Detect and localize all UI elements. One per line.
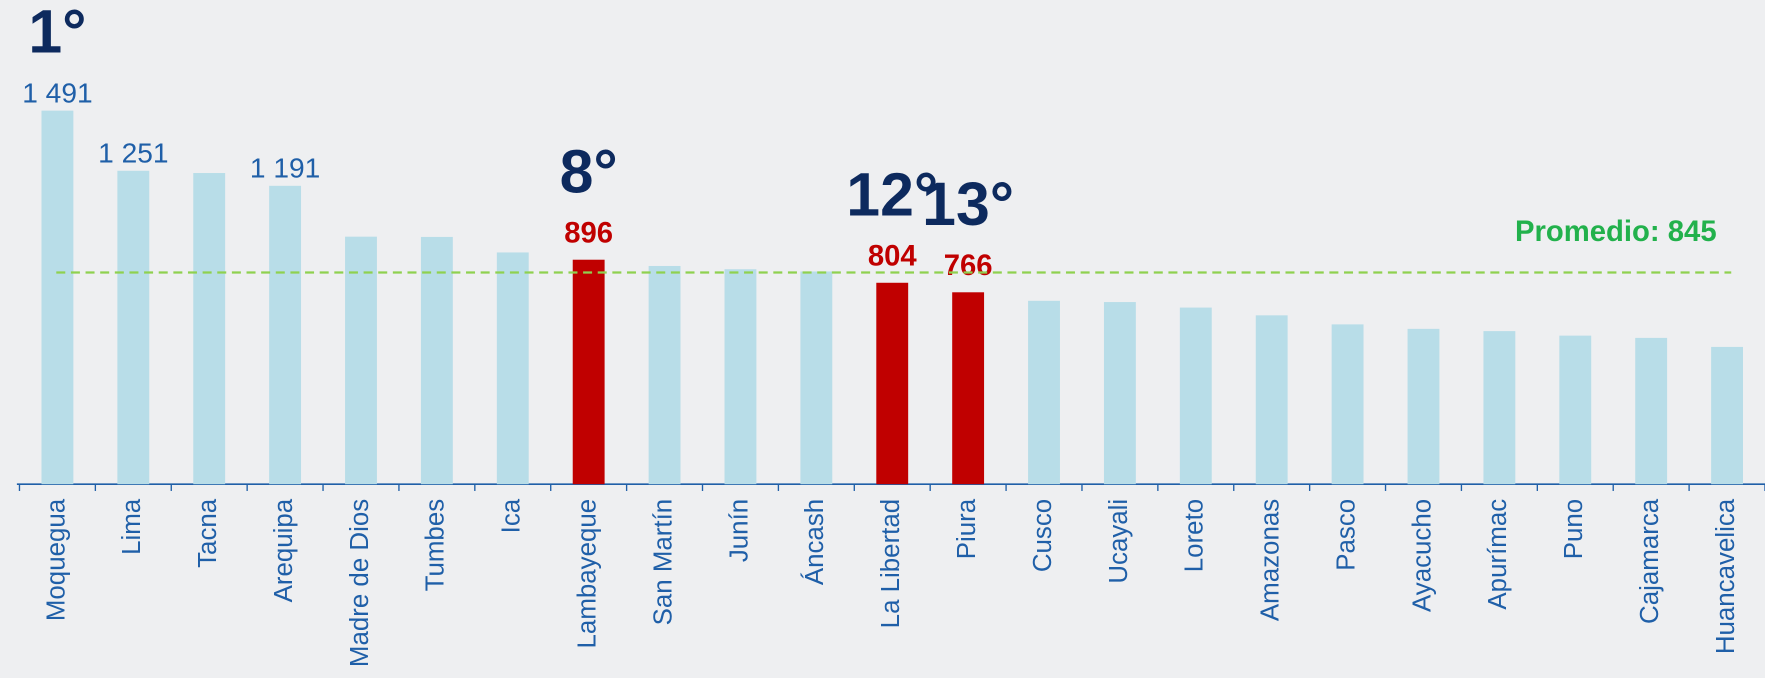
rank-annotation: 1°: [28, 0, 86, 65]
rank-annotation: 8°: [560, 137, 618, 205]
data-label: 1 191: [250, 152, 320, 183]
x-tick-label: San Martín: [649, 499, 677, 626]
bar: [193, 173, 226, 485]
x-tick-label: Tacna: [194, 498, 222, 568]
bar: [1483, 331, 1516, 485]
rank-annotation: 12°: [846, 161, 938, 229]
x-tick-label: Ayacucho: [1408, 499, 1436, 612]
x-tick-label: Tumbes: [422, 499, 450, 592]
bar: [1559, 335, 1592, 485]
x-tick-label: Cusco: [1029, 499, 1057, 572]
data-label: 766: [944, 250, 993, 282]
rank-annotation: 13°: [922, 170, 1014, 238]
bar: [800, 271, 833, 485]
bar: [269, 185, 302, 485]
x-tick-label: Cajamarca: [1636, 498, 1664, 624]
x-tick-label: Ica: [498, 498, 526, 533]
x-tick-label: Junín: [725, 499, 753, 562]
bar: [876, 282, 909, 485]
bar: [1711, 346, 1743, 485]
bar: [1255, 315, 1288, 485]
bar: [1331, 324, 1364, 485]
bar: [648, 265, 681, 485]
x-tick-label: Huancavelica: [1712, 498, 1740, 654]
x-tick-label: Puno: [1560, 499, 1588, 559]
bar: [420, 236, 453, 485]
x-tick-label: Ucayali: [1105, 499, 1133, 584]
bar: [724, 269, 757, 485]
average-label: Promedio: 845: [1515, 216, 1717, 248]
x-tick-label: Piura: [953, 498, 981, 559]
bar: [345, 236, 377, 485]
bar: [117, 170, 150, 485]
data-label: 804: [868, 241, 918, 273]
bar: [1179, 307, 1212, 485]
bar: [496, 252, 529, 485]
x-tick-label: Apurímac: [1484, 499, 1512, 610]
x-tick-label: Moquegua: [42, 498, 70, 621]
bar: [1103, 302, 1136, 485]
x-tick-label: La Libertad: [877, 499, 905, 628]
x-tick-label: Áncash: [800, 499, 829, 585]
data-label: 1 251: [98, 137, 168, 168]
x-tick-label: Madre de Dios: [346, 499, 374, 667]
x-tick-label: Lambayeque: [574, 499, 602, 649]
bar: [41, 110, 74, 485]
bar: [572, 259, 605, 485]
x-tick-label: Lima: [118, 498, 146, 555]
data-label: 1 491: [22, 77, 92, 108]
bar: [1407, 328, 1440, 485]
bar: [1028, 300, 1060, 485]
x-tick-label: Loreto: [1181, 499, 1209, 572]
bar: [952, 292, 985, 485]
data-label: 896: [564, 218, 613, 250]
x-tick-label: Pasco: [1332, 499, 1360, 571]
bar: [1635, 337, 1668, 485]
x-tick-label: Arequipa: [270, 498, 298, 602]
x-tick-label: Amazonas: [1257, 499, 1285, 621]
